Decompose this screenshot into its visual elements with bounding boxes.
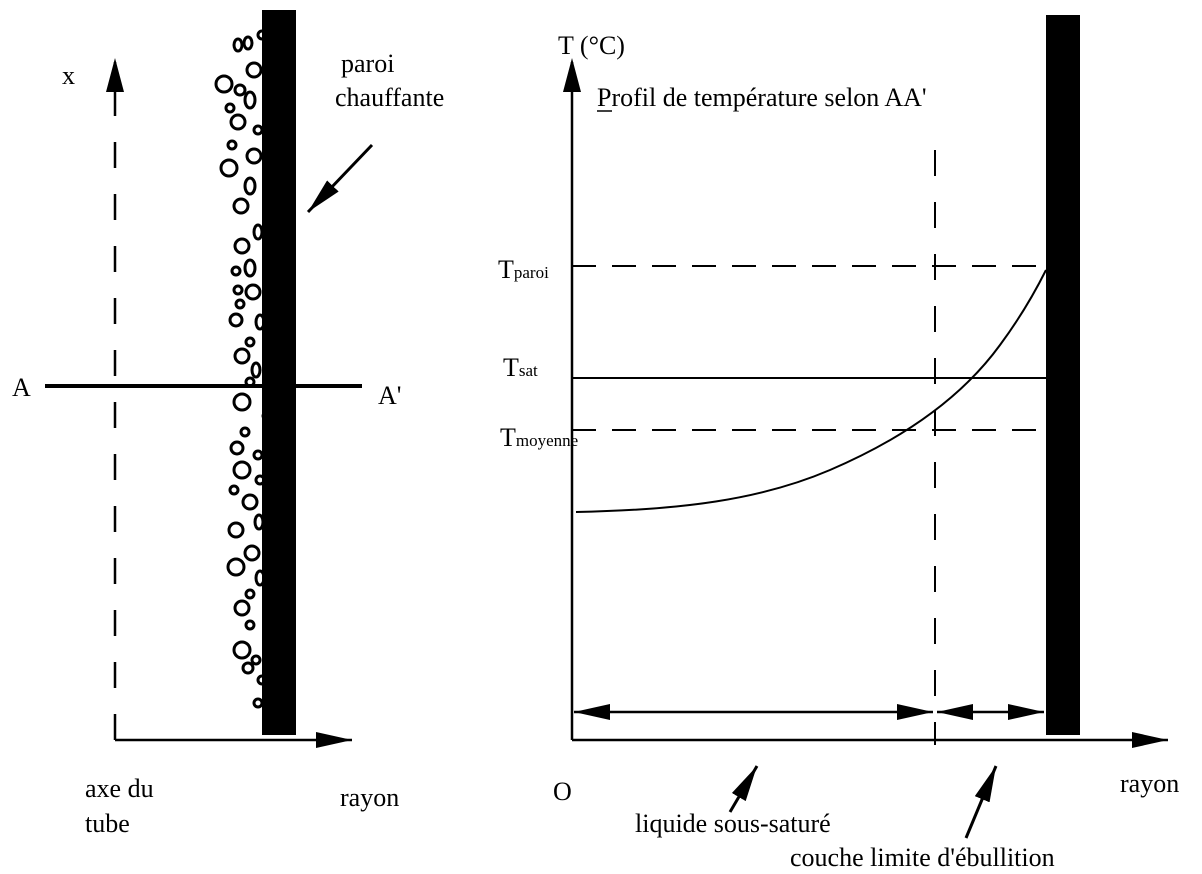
bubble [261,411,271,421]
bubble [241,661,255,675]
bubble [245,147,263,165]
bubble [219,158,239,178]
bubble [232,284,244,296]
zone-pointer [728,765,759,813]
y-axis-label: T (°C) [558,31,625,60]
bubble [241,493,259,511]
bubble [233,599,251,617]
bubble [214,74,234,94]
axis-arrowhead [563,58,581,92]
axis-arrowhead [106,58,124,92]
bubble [253,513,265,531]
bubble [243,176,257,196]
tube-axis-label: tube [85,809,130,838]
profile-title: Profil de température selon AA' [597,83,927,112]
bubble [252,223,264,241]
x-axis-label: rayon [1120,769,1179,798]
bubble [233,237,251,255]
heated-wall [262,10,296,735]
bubble [224,102,236,114]
bubble [250,361,262,379]
bubble [226,139,238,151]
radius-label: rayon [340,783,399,812]
bubble [254,313,266,331]
heated-wall [1046,15,1080,735]
bubble [239,426,251,438]
origin-label: O [553,777,572,806]
right-panel: T (°C) Profil de température selon AA' T… [498,15,1179,872]
bubble [243,90,257,110]
bubble [243,258,257,278]
temperature-profile [575,269,1047,513]
level-label: Tsat [503,353,538,382]
bubble [254,569,266,587]
axis-label: x [62,61,75,90]
level-subscript: sat [519,361,538,380]
level-symbol: T [503,353,519,382]
bubble [232,37,244,53]
level-subscript: moyenne [516,431,578,450]
zone-label: liquide sous-saturé [635,809,831,838]
bubble [226,557,246,577]
bubble [228,484,240,496]
bubble [242,35,254,51]
bubble [244,336,256,348]
bubble [244,588,256,600]
bubble [244,283,262,301]
bubble [232,460,252,480]
wall-label: chauffante [335,83,444,112]
bubble [256,29,268,41]
bubble [232,197,250,215]
bubble [230,265,242,277]
section-label: A' [378,381,401,410]
wall-label: paroi [341,49,394,78]
bubble [256,674,268,686]
bubble [252,449,264,461]
bubble [233,347,251,365]
level-symbol: T [500,423,516,452]
level-subscript: paroi [514,263,549,282]
bubble [232,392,252,412]
tube-axis-label: axe du [85,774,154,803]
bubble [229,113,247,131]
level-symbol: T [498,255,514,284]
bubbles [214,29,271,709]
bubble [229,440,245,456]
bubble [243,544,261,562]
section-label: A [12,373,31,402]
bubble [245,61,263,79]
bubble [252,697,264,709]
bubble [232,640,252,660]
bubble [244,619,256,631]
bubble [227,521,245,539]
bubble [234,298,246,310]
wall-pointer [306,143,374,214]
zone-label: couche limite d'ébullition [790,843,1055,872]
level-label: Tparoi [498,255,549,284]
bubble [228,312,244,328]
bubble [252,124,264,136]
bubble [250,654,262,666]
level-label: Tmoyenne [500,423,578,452]
left-panel: x paroi chauffante A A' axe du tube rayo… [12,10,444,838]
bubble [244,376,256,388]
bubble [254,474,266,486]
zone-pointer [964,765,998,839]
bubble [233,83,247,97]
